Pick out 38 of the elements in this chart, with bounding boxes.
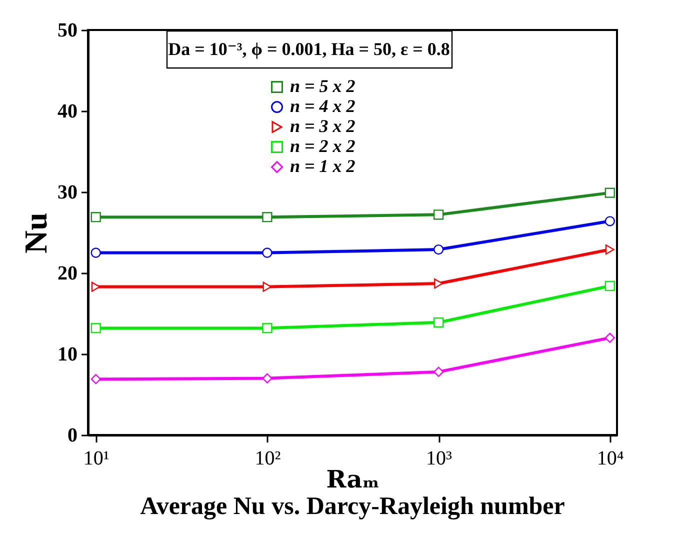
point <box>262 323 272 334</box>
legend-label: n = 5 x 2 <box>290 76 356 96</box>
x-axis-title: Raₘ <box>326 464 380 494</box>
point <box>90 248 101 258</box>
point <box>434 278 444 289</box>
legend-label: n = 1 x 2 <box>290 156 356 176</box>
legend-label: n = 4 x 2 <box>290 96 356 116</box>
point <box>604 188 615 198</box>
point <box>433 210 444 220</box>
point <box>90 212 101 222</box>
y-tick-label: 20 <box>58 262 78 284</box>
y-tick-label: 0 <box>68 424 78 446</box>
point <box>604 332 615 343</box>
point <box>90 374 101 384</box>
point <box>262 212 272 222</box>
y-axis-title: Nu <box>18 212 54 254</box>
y-tick-label: 40 <box>58 100 78 122</box>
point <box>262 248 272 258</box>
point <box>433 317 444 328</box>
point <box>433 366 444 377</box>
annotation: Da = 10⁻³, ϕ = 0.001, Ha = 50, ε = 0.8 <box>168 39 450 59</box>
point <box>605 244 614 255</box>
point <box>433 244 444 255</box>
point <box>91 282 100 292</box>
point <box>604 216 615 226</box>
text: Average Nu vs. Darcy-Rayleigh number <box>140 493 565 520</box>
legend-label: n = 3 x 2 <box>290 116 356 136</box>
x-tick-label: 10³ <box>426 448 452 470</box>
legend-label: n = 2 x 2 <box>290 136 356 156</box>
y-tick-label: 50 <box>58 20 78 42</box>
x-tick-label: 10⁴ <box>596 448 624 470</box>
point <box>90 323 101 334</box>
y-tick-label: 30 <box>58 182 78 204</box>
point <box>604 280 615 292</box>
y-tick-label: 10 <box>58 344 78 366</box>
x-tick-label: 10¹ <box>83 448 110 470</box>
x-tick-label: 10² <box>254 448 281 470</box>
point <box>262 373 272 384</box>
